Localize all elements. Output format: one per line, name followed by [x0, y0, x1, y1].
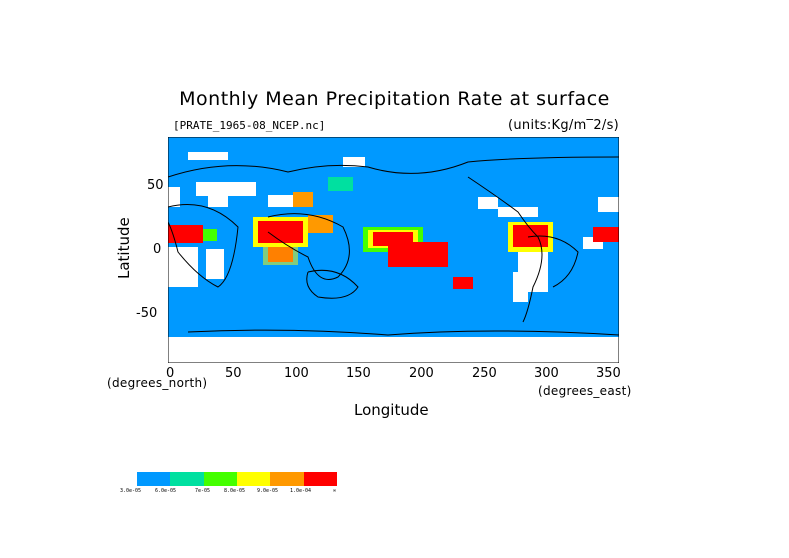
legend-swatch: [270, 472, 304, 486]
y-tick-label: -50: [136, 306, 158, 321]
precipitation-map: [168, 137, 619, 363]
x-tick-label: 200: [409, 366, 434, 381]
legend-label: ∞: [333, 488, 337, 494]
legend-label: 1.0e-04: [290, 488, 312, 494]
legend-swatch: [170, 472, 204, 486]
y-tick-label: 50: [147, 178, 164, 193]
legend-label: 3.0e-05: [120, 488, 142, 494]
map-plot-area: [168, 137, 619, 363]
x-tick-label: 100: [284, 366, 309, 381]
legend-labels: 3.0e-05 6.0e-05 7e-05 8.0e-05 9.0e-05 1.…: [120, 488, 360, 498]
precipitation-fields: [168, 177, 619, 289]
legend-label: 6.0e-05: [155, 488, 177, 494]
y-axis-label: Latitude: [115, 217, 133, 279]
units-label: (units:Kg/m‾2/s): [508, 118, 620, 133]
legend-swatch: [236, 472, 271, 486]
y-tick-label: 0: [153, 242, 162, 257]
coastlines: [168, 156, 619, 336]
y-axis-unit: (degrees_north): [107, 376, 208, 390]
legend-swatch: [203, 472, 237, 486]
x-tick-label: 0: [166, 366, 175, 381]
color-legend: [137, 472, 337, 486]
x-tick-label: 50: [225, 366, 242, 381]
x-tick-label: 250: [472, 366, 497, 381]
x-tick-label: 300: [534, 366, 559, 381]
file-label: [PRATE_1965-08_NCEP.nc]: [173, 119, 326, 132]
legend-label: 9.0e-05: [257, 488, 279, 494]
legend-swatch: [303, 472, 337, 486]
x-axis-label: Longitude: [354, 401, 429, 419]
x-axis-unit: (degrees_east): [538, 384, 632, 398]
legend-swatch: [137, 472, 171, 486]
legend-label: 7e-05: [195, 488, 211, 494]
legend-label: 8.0e-05: [224, 488, 246, 494]
x-tick-label: 150: [346, 366, 371, 381]
x-tick-label: 350: [596, 366, 621, 381]
map-title: Monthly Mean Precipitation Rate at surfa…: [179, 88, 610, 110]
